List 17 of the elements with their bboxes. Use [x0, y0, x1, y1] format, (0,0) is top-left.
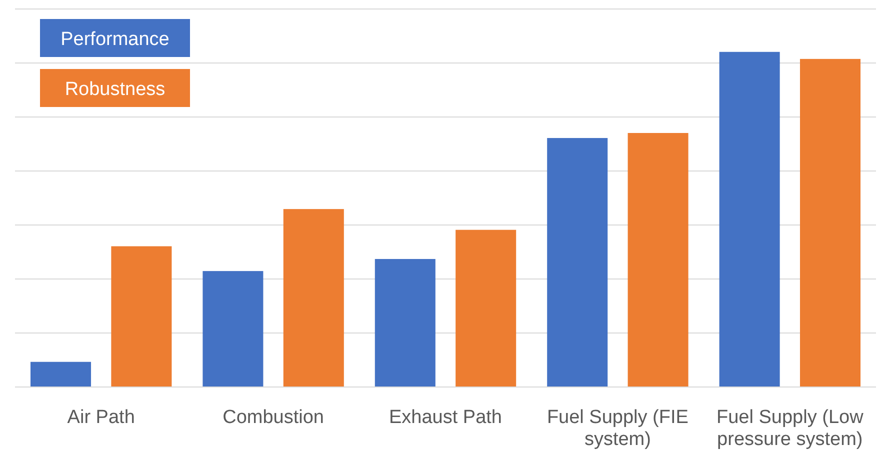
x-tick-label: Combustion: [222, 407, 324, 428]
bar: [30, 362, 92, 387]
bar: [547, 138, 608, 387]
bar: [800, 58, 860, 387]
x-tick-label: Fuel Supply (Low pressure system): [716, 407, 864, 450]
bar: [374, 258, 436, 387]
bar: [111, 246, 172, 387]
text: Robustness: [64, 79, 166, 100]
bar: [719, 52, 780, 387]
bar: [202, 271, 264, 387]
bar: [283, 209, 344, 387]
text: Performance: [60, 29, 170, 50]
x-tick-label: Fuel Supply (FIE system): [546, 407, 688, 450]
x-tick-label: Exhaust Path: [388, 407, 502, 428]
x-tick-label: Air Path: [67, 407, 135, 428]
bar: [628, 132, 688, 387]
bar: [456, 230, 516, 387]
